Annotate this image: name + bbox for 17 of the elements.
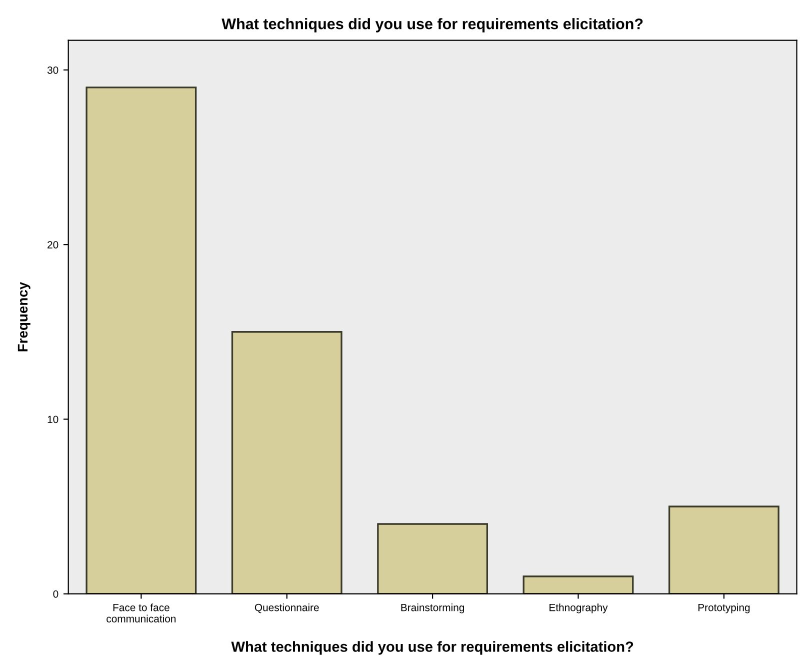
bar [231,331,342,594]
y-axis-title: Frequency [18,282,30,352]
x-tick-label: Prototyping [698,604,750,614]
x-axis-title: What techniques did you use for requirements elicitation? [231,641,634,655]
y-tick-label: 20 [48,241,58,248]
bar [668,506,780,594]
x-tick-label: Face to face communication [106,604,176,622]
x-tick-label: Ethnography [550,604,608,614]
chart-title: What techniques did you use for requirements elicitation? [222,18,643,32]
bar [86,86,197,594]
x-tick-label: Brainstorming [401,604,464,614]
bar [377,523,488,594]
y-tick-label: 10 [48,416,58,424]
y-tick-label: 0 [53,590,58,598]
bar [522,576,634,594]
x-tick-label: Questionnaire [254,604,319,614]
y-tick-label: 30 [47,66,58,74]
